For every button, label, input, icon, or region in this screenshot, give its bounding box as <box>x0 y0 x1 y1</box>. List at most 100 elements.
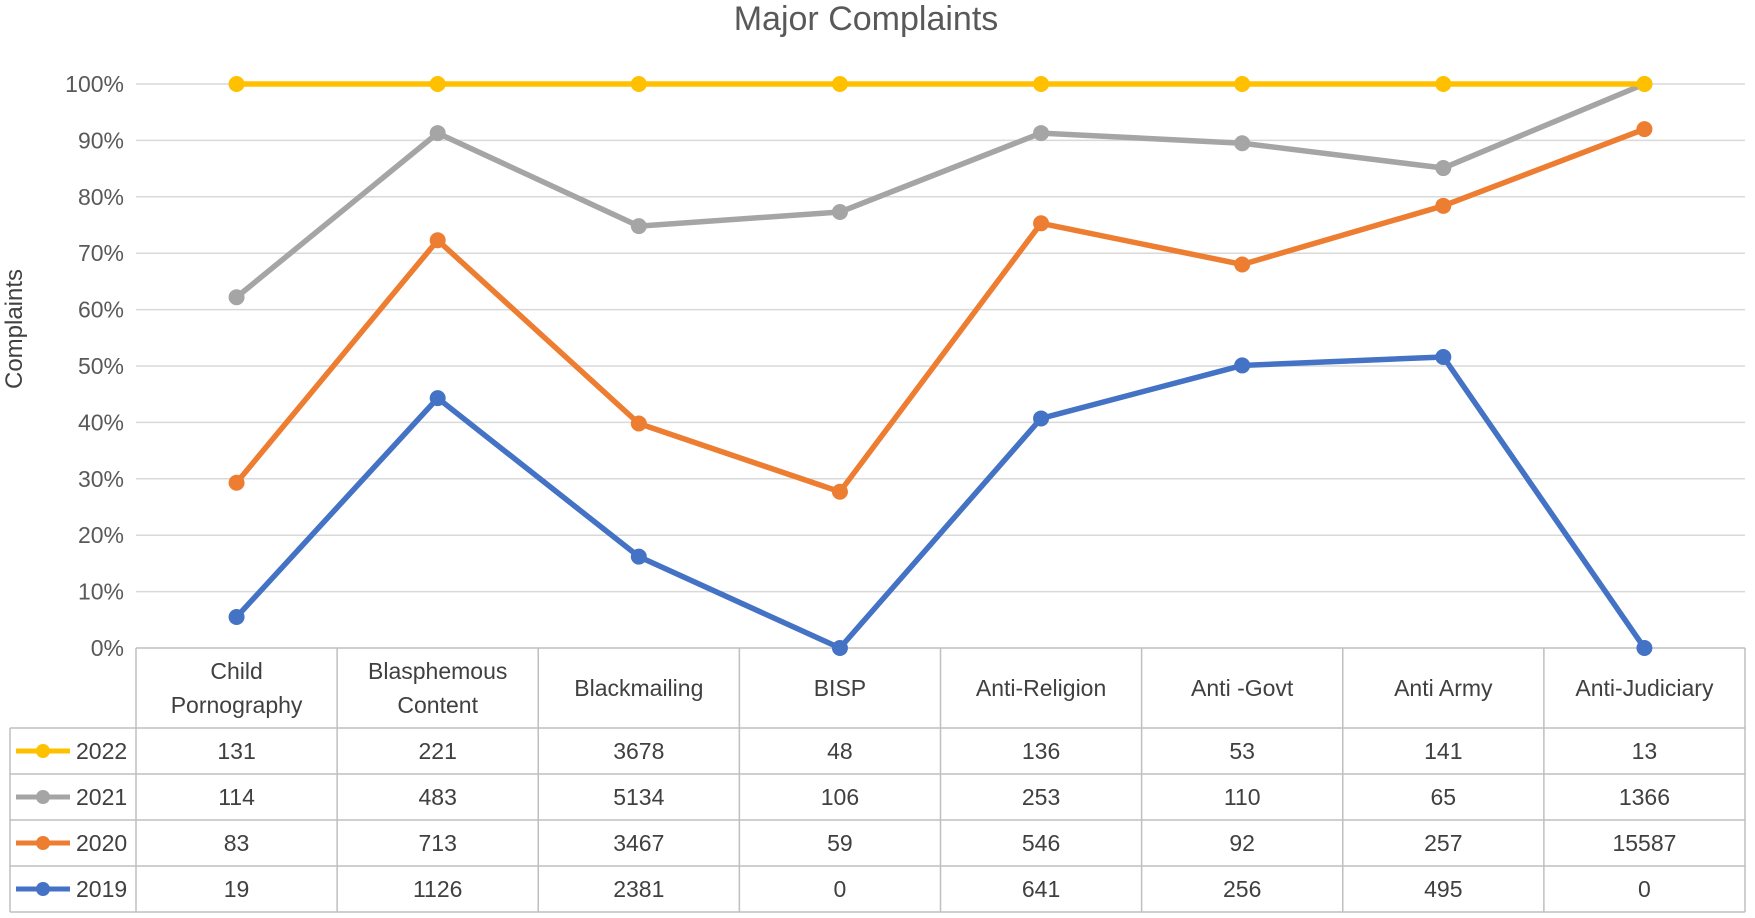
y-tick-label: 50% <box>78 353 124 379</box>
series-name: 2020 <box>76 830 127 856</box>
data-point <box>831 204 848 221</box>
data-point <box>630 76 647 92</box>
series-lines <box>228 76 1653 656</box>
table-cell: 136 <box>1022 738 1060 764</box>
data-table: Child Pornography Blasphemous Content Blackm… <box>9 647 1746 913</box>
y-axis-label: Complaints <box>1 269 28 389</box>
table-cell: 3678 <box>613 738 664 764</box>
category-label: Blasphemous <box>368 658 507 684</box>
category-label: Anti-Religion <box>976 675 1106 701</box>
y-tick-label: 10% <box>78 579 124 605</box>
table-cell: 221 <box>419 738 457 764</box>
table-cell: 114 <box>218 784 255 810</box>
table-cell: 483 <box>419 784 457 810</box>
table-cell: 83 <box>224 830 250 856</box>
table-cell: 141 <box>1424 738 1462 764</box>
data-point <box>1033 215 1050 232</box>
table-cell: 65 <box>1431 784 1457 810</box>
data-point <box>1435 197 1452 214</box>
category-label: Child <box>210 658 262 684</box>
category-label: Blackmailing <box>574 675 703 701</box>
data-point <box>1636 121 1653 138</box>
data-point <box>1636 640 1653 656</box>
data-point <box>228 608 245 625</box>
data-point <box>831 483 848 500</box>
table-cell: 5134 <box>613 784 664 810</box>
data-point <box>1234 256 1251 273</box>
table-cell: 253 <box>1022 784 1060 810</box>
y-axis-ticks: 0% 10% 20% 30% 40% 50% 60% 70% 80% 90% 100% <box>65 71 124 661</box>
data-point <box>429 232 446 249</box>
series-name: 2021 <box>76 784 127 810</box>
table-cell: 19 <box>224 876 250 902</box>
table-cell: 48 <box>827 738 853 764</box>
data-point <box>1033 125 1050 142</box>
category-label: Anti-Judiciary <box>1575 675 1714 701</box>
table-cell: 0 <box>1638 876 1651 902</box>
table-cell: 0 <box>834 876 847 902</box>
series-line <box>234 126 1646 495</box>
table-cell: 257 <box>1424 830 1462 856</box>
data-point <box>1435 76 1452 92</box>
series-2019 <box>228 348 1653 656</box>
y-tick-label: 90% <box>78 127 124 153</box>
y-tick-label: 20% <box>78 522 124 548</box>
data-point <box>1636 76 1653 92</box>
legend-key-marker <box>36 882 50 896</box>
data-point <box>831 76 848 92</box>
table-cell: 641 <box>1022 876 1060 902</box>
table-cell: 3467 <box>613 830 664 856</box>
data-point <box>429 390 446 407</box>
table-cell: 495 <box>1424 876 1462 902</box>
table-cell: 53 <box>1229 738 1255 764</box>
table-cell: 13 <box>1632 738 1658 764</box>
data-point <box>228 76 245 92</box>
category-label: Anti Army <box>1394 675 1493 701</box>
y-tick-label: 100% <box>65 71 124 97</box>
y-tick-label: 40% <box>78 409 124 435</box>
series-line <box>234 354 1647 651</box>
data-point <box>1033 76 1050 92</box>
series-name: 2019 <box>76 876 127 902</box>
category-label: BISP <box>814 675 866 701</box>
table-cell: 15587 <box>1612 830 1676 856</box>
table-cell: 256 <box>1223 876 1261 902</box>
table-cell: 106 <box>821 784 859 810</box>
table-cell: 59 <box>827 830 853 856</box>
data-point <box>429 125 446 142</box>
data-point <box>1435 160 1452 177</box>
y-tick-label: 80% <box>78 184 124 210</box>
data-point <box>831 640 848 656</box>
y-tick-label: 60% <box>78 297 124 323</box>
series-line <box>234 81 1646 300</box>
y-tick-label: 70% <box>78 240 124 266</box>
data-point <box>1234 357 1251 374</box>
data-point <box>1234 135 1251 152</box>
data-point <box>228 474 245 491</box>
table-cell: 713 <box>419 830 457 856</box>
series-2021 <box>228 76 1653 306</box>
category-label: Pornography <box>171 692 303 718</box>
data-point <box>1435 348 1452 365</box>
category-label: Content <box>397 692 478 718</box>
data-point <box>630 548 647 565</box>
gridlines <box>136 83 1745 593</box>
table-cell: 131 <box>217 738 255 764</box>
table-cell: 546 <box>1022 830 1060 856</box>
legend-key-marker <box>36 836 50 850</box>
table-cell: 1366 <box>1619 784 1670 810</box>
y-tick-label: 30% <box>78 466 124 492</box>
data-point <box>1234 76 1251 92</box>
legend-key-marker <box>36 744 50 758</box>
table-cell: 110 <box>1224 784 1261 810</box>
data-point <box>630 218 647 235</box>
series-2020 <box>228 121 1653 500</box>
data-point <box>1033 410 1050 427</box>
table-cell: 1126 <box>413 876 462 902</box>
data-point <box>630 415 647 432</box>
category-label: Anti -Govt <box>1191 675 1294 701</box>
legend-key-marker <box>36 790 50 804</box>
data-point <box>429 76 446 92</box>
series-2022 <box>228 76 1653 92</box>
